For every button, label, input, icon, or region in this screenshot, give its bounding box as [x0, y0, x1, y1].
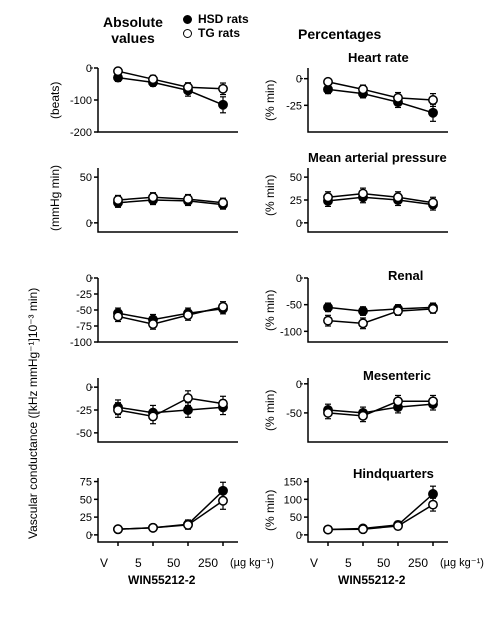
svg-text:-50: -50 [76, 428, 92, 440]
svg-text:50: 50 [290, 512, 302, 524]
svg-text:0: 0 [296, 379, 302, 391]
svg-text:0: 0 [296, 273, 302, 285]
xtick-right-1: 5 [345, 556, 352, 570]
svg-text:-50: -50 [76, 305, 92, 317]
svg-text:50: 50 [290, 172, 302, 184]
svg-text:0: 0 [86, 382, 92, 394]
svg-text:-25: -25 [76, 405, 92, 417]
xdrug-right: WIN55212-2 [338, 573, 405, 587]
svg-text:-50: -50 [286, 300, 302, 312]
xtick-left-0: V [100, 556, 108, 570]
svg-text:0: 0 [86, 63, 92, 75]
svg-text:75: 75 [80, 477, 92, 489]
svg-text:0: 0 [86, 273, 92, 285]
xtick-right-3: 250 [408, 556, 428, 570]
panels-svg: 0-100-2000-25050025500-25-50-75-1000-50-… [8, 8, 494, 578]
svg-text:0: 0 [296, 218, 302, 230]
svg-text:-100: -100 [70, 337, 92, 349]
svg-text:100: 100 [284, 494, 302, 506]
svg-text:-25: -25 [286, 100, 302, 112]
xunit-right: (µg kg⁻¹) [440, 556, 484, 569]
svg-text:-100: -100 [280, 326, 302, 338]
svg-text:-100: -100 [70, 95, 92, 107]
svg-text:0: 0 [86, 530, 92, 542]
svg-text:-75: -75 [76, 321, 92, 333]
svg-text:50: 50 [80, 494, 92, 506]
xtick-left-1: 5 [135, 556, 142, 570]
figure-root: HSD rats TG rats Absolute values Percent… [8, 8, 494, 632]
xtick-right-0: V [310, 556, 318, 570]
svg-text:0: 0 [86, 218, 92, 230]
xunit-left: (µg kg⁻¹) [230, 556, 274, 569]
svg-text:25: 25 [80, 512, 92, 524]
svg-text:-200: -200 [70, 127, 92, 139]
svg-text:0: 0 [296, 530, 302, 542]
xtick-left-3: 250 [198, 556, 218, 570]
svg-text:150: 150 [284, 477, 302, 489]
svg-text:25: 25 [290, 195, 302, 207]
xtick-right-2: 50 [377, 556, 390, 570]
xtick-left-2: 50 [167, 556, 180, 570]
svg-text:50: 50 [80, 172, 92, 184]
xdrug-left: WIN55212-2 [128, 573, 195, 587]
svg-text:0: 0 [296, 74, 302, 86]
svg-text:-50: -50 [286, 408, 302, 420]
svg-text:-25: -25 [76, 289, 92, 301]
